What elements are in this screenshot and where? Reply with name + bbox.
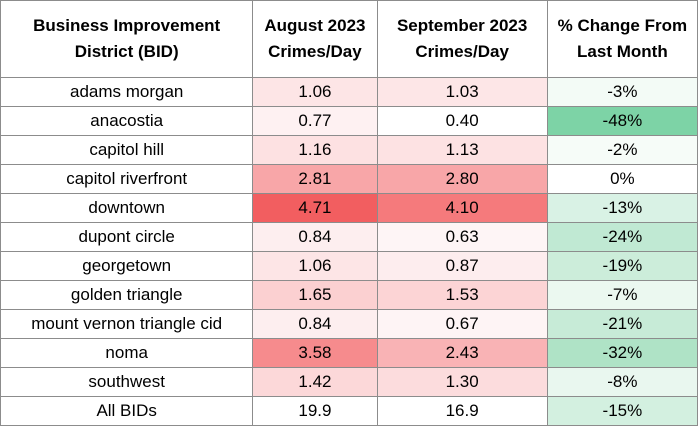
august-value-cell: 1.16 [252, 135, 378, 165]
august-value-cell: 0.77 [252, 106, 378, 136]
table-row: adams morgan 1.06 1.03 -3% [0, 77, 698, 107]
district-cell: downtown [0, 193, 254, 223]
september-value-cell: 1.53 [376, 280, 548, 310]
header-district: Business Improvement District (BID) [0, 0, 254, 78]
august-value-cell: 0.84 [252, 309, 378, 339]
district-cell: adams morgan [0, 77, 254, 107]
august-value-cell: 2.81 [252, 164, 378, 194]
change-value-cell: -7% [546, 280, 698, 310]
table-body: adams morgan 1.06 1.03 -3% anacostia 0.77 0.40… [0, 77, 698, 426]
september-value-cell: 1.30 [376, 367, 548, 397]
header-august: August 2023 Crimes/Day [252, 0, 378, 78]
district-cell: golden triangle [0, 280, 254, 310]
change-value-cell: -13% [546, 193, 698, 223]
august-value-cell: 3.58 [252, 338, 378, 368]
table-row: downtown 4.71 4.10 -13% [0, 193, 698, 223]
september-value-cell: 1.13 [376, 135, 548, 165]
september-value-cell: 0.67 [376, 309, 548, 339]
september-value-cell: 0.87 [376, 251, 548, 281]
district-cell: noma [0, 338, 254, 368]
change-value-cell: -21% [546, 309, 698, 339]
september-value-cell: 4.10 [376, 193, 548, 223]
september-value-cell: 2.80 [376, 164, 548, 194]
september-value-cell: 0.63 [376, 222, 548, 252]
change-value-cell: -48% [546, 106, 698, 136]
august-value-cell: 1.06 [252, 251, 378, 281]
header-september: September 2023 Crimes/Day [376, 0, 548, 78]
table-row: georgetown 1.06 0.87 -19% [0, 251, 698, 281]
september-value-cell: 16.9 [376, 396, 548, 426]
change-value-cell: -2% [546, 135, 698, 165]
change-value-cell: 0% [546, 164, 698, 194]
table-row: mount vernon triangle cid 0.84 0.67 -21% [0, 309, 698, 339]
september-value-cell: 0.40 [376, 106, 548, 136]
district-cell: capitol riverfront [0, 164, 254, 194]
change-value-cell: -8% [546, 367, 698, 397]
change-value-cell: -15% [546, 396, 698, 426]
district-cell: mount vernon triangle cid [0, 309, 254, 339]
table-row: golden triangle 1.65 1.53 -7% [0, 280, 698, 310]
district-cell: dupont circle [0, 222, 254, 252]
august-value-cell: 19.9 [252, 396, 378, 426]
august-value-cell: 1.42 [252, 367, 378, 397]
september-value-cell: 1.03 [376, 77, 548, 107]
change-value-cell: -32% [546, 338, 698, 368]
change-value-cell: -3% [546, 77, 698, 107]
august-value-cell: 1.06 [252, 77, 378, 107]
september-value-cell: 2.43 [376, 338, 548, 368]
august-value-cell: 0.84 [252, 222, 378, 252]
august-value-cell: 1.65 [252, 280, 378, 310]
table-row: anacostia 0.77 0.40 -48% [0, 106, 698, 136]
district-cell: capitol hill [0, 135, 254, 165]
header-row: Business Improvement District (BID) Augu… [0, 0, 698, 78]
table-row: southwest 1.42 1.30 -8% [0, 367, 698, 397]
table-row: capitol hill 1.16 1.13 -2% [0, 135, 698, 165]
august-value-cell: 4.71 [252, 193, 378, 223]
change-value-cell: -24% [546, 222, 698, 252]
district-cell: southwest [0, 367, 254, 397]
header-change: % Change From Last Month [546, 0, 698, 78]
table-row: All BIDs 19.9 16.9 -15% [0, 396, 698, 426]
district-cell: anacostia [0, 106, 254, 136]
table-row: dupont circle 0.84 0.63 -24% [0, 222, 698, 252]
table-row: capitol riverfront 2.81 2.80 0% [0, 164, 698, 194]
district-cell: All BIDs [0, 396, 254, 426]
table-row: noma 3.58 2.43 -32% [0, 338, 698, 368]
district-cell: georgetown [0, 251, 254, 281]
change-value-cell: -19% [546, 251, 698, 281]
